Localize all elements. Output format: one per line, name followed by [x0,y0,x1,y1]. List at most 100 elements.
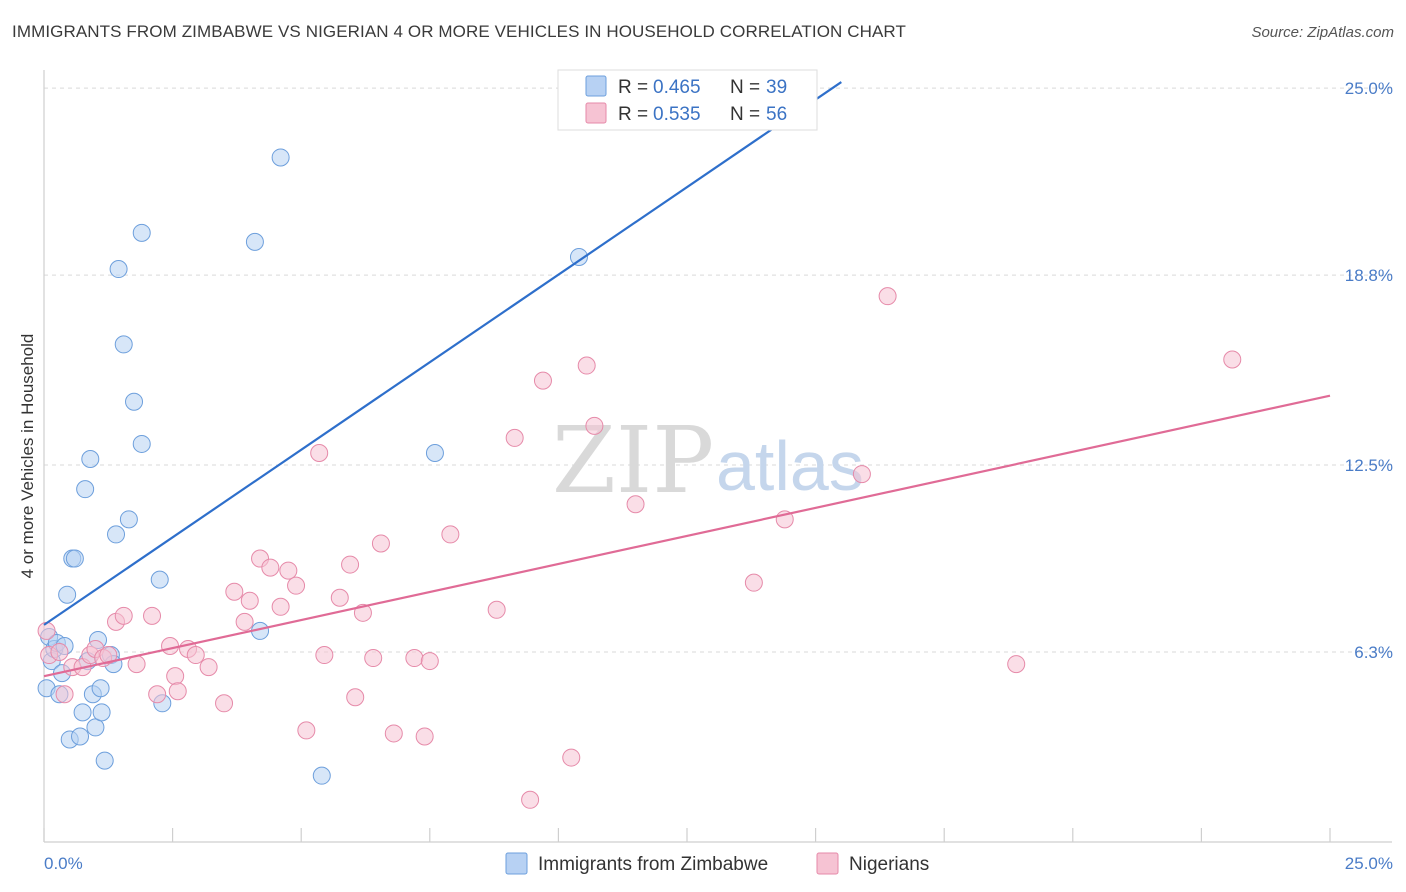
nigerian-point-22 [225,582,244,601]
nigerian-point-41 [415,727,434,746]
nigerian-point-20 [199,658,218,677]
x-tick-label-max: 25.0% [1345,854,1393,873]
zimbabwe-point-30 [132,434,151,453]
legend-n-label-0: N = [730,77,765,98]
nigerian-point-34 [341,555,360,574]
nigerian-point-27 [271,597,290,616]
nigerian-point-55 [878,287,897,306]
zimbabwe-point-39 [569,247,588,266]
nigerian-point-37 [364,649,383,668]
nigerian-point-21 [215,694,234,713]
nigerian-point-40 [405,649,424,668]
legend-r-value-1: 0.535 [653,104,701,125]
nigerian-point-14 [148,685,167,704]
zimbabwe-point-14 [76,480,95,499]
y-tick-label-0: 6.3% [1354,643,1393,662]
nigerian-point-47 [533,371,552,390]
legend-swatch-pink [585,102,607,124]
zimbabwe-point-38 [425,443,444,462]
nigerian-point-50 [585,416,604,435]
nigerian-point-2 [50,643,69,662]
grid-lines [44,87,1392,653]
zimbabwe-point-28 [119,510,138,529]
zimbabwe-point-21 [92,703,111,722]
zimbabwe-point-29 [125,392,144,411]
nigerian-point-38 [371,534,390,553]
zimbabwe-point-25 [107,525,126,544]
legend-swatch-blue [585,75,607,97]
y-tick-label-2: 18.8% [1345,266,1393,285]
zimbabwe-trend-line [43,81,842,626]
y-tick-label-3: 25.0% [1345,79,1393,98]
watermark: ZIP atlas [552,407,864,514]
zimbabwe-point-13 [73,703,92,722]
y-tick-label-1: 12.5% [1345,456,1393,475]
zimbabwe-point-16 [81,450,100,469]
nigerian-point-31 [310,443,329,462]
axes [43,70,1392,843]
zimbabwe-point-31 [132,223,151,242]
zimbabwe-point-18 [86,718,105,737]
zimbabwe-point-20 [91,679,110,698]
nigerian-point-45 [505,428,524,447]
data-points [37,148,1242,809]
nigerian-point-13 [143,606,162,625]
nigerian-point-51 [626,495,645,514]
nigerian-point-11 [114,606,133,625]
nigerian-point-35 [346,688,365,707]
nigerian-point-46 [521,790,540,809]
x-tick-label-min: 0.0% [44,854,83,873]
legend: R = 0.465 N = 39 R = 0.535 N = 56 [557,69,818,131]
watermark-atlas: atlas [716,427,864,505]
nigerian-point-23 [235,612,254,631]
y-tick-labels: 6.3% 12.5% 18.8% 25.0% [1345,79,1393,662]
x-tick-marks [43,828,1331,842]
zimbabwe-point-26 [109,260,128,279]
zimbabwe-point-37 [312,766,331,785]
legend-n-label-1: N = [730,104,765,125]
legend-r-value-0: 0.465 [653,77,701,98]
zimbabwe-point-36 [271,148,290,167]
zimbabwe-point-22 [95,751,114,770]
nigerian-point-44 [487,600,506,619]
nigerian-point-16 [166,667,185,686]
zimbabwe-point-27 [114,335,133,354]
legend-n-value-1: 56 [766,104,787,125]
nigerian-point-39 [384,724,403,743]
nigerian-point-24 [240,591,259,610]
nigerian-trend-line [43,394,1331,678]
bottom-legend-swatch-pink [816,852,839,875]
legend-r-label-0: R = [618,77,653,98]
bottom-legend: Immigrants from Zimbabwe Nigerians [505,852,929,875]
nigerian-point-33 [330,588,349,607]
nigerian-point-29 [287,576,306,595]
y-axis-label: 4 or more Vehicles in Household [18,334,37,579]
nigerian-point-30 [297,721,316,740]
legend-n-value-0: 39 [766,77,787,98]
nigerian-point-49 [577,356,596,375]
nigerian-point-0 [37,621,56,640]
nigerian-point-56 [1007,655,1026,674]
zimbabwe-point-32 [150,570,169,589]
bottom-legend-swatch-blue [505,852,528,875]
nigerian-point-26 [261,558,280,577]
nigerian-point-17 [168,682,187,701]
nigerian-point-9 [99,646,118,665]
nigerian-point-28 [279,561,298,580]
trend-lines [43,81,1331,678]
nigerian-point-48 [562,748,581,767]
nigerian-point-3 [55,685,74,704]
nigerian-point-15 [161,636,180,655]
legend-r-label-1: R = [618,104,653,125]
nigerian-point-32 [315,646,334,665]
nigerian-point-43 [441,525,460,544]
nigerian-point-52 [744,573,763,592]
zimbabwe-point-34 [245,232,264,251]
source-label: Source: ZipAtlas.com [1251,24,1394,41]
nigerian-point-54 [852,465,871,484]
chart-title: IMMIGRANTS FROM ZIMBABWE VS NIGERIAN 4 O… [12,22,906,41]
bottom-legend-label-nigerians: Nigerians [849,854,929,875]
bottom-legend-label-zimbabwe: Immigrants from Zimbabwe [538,854,768,875]
nigerian-point-42 [420,652,439,671]
